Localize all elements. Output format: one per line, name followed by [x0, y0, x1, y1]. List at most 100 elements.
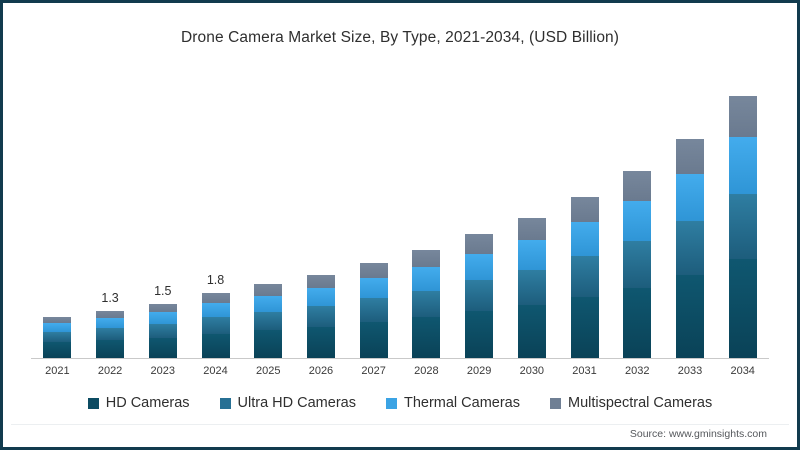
bar-segment-multispectral-cameras[interactable]	[201, 293, 230, 304]
bar-segment-ultra-hd-cameras[interactable]	[306, 305, 335, 327]
bar-segment-hd-cameras[interactable]	[517, 305, 546, 358]
stacked-bar[interactable]	[465, 234, 494, 358]
bar-segment-ultra-hd-cameras[interactable]	[201, 317, 230, 334]
bar-segment-multispectral-cameras[interactable]	[254, 284, 283, 296]
bar-segment-hd-cameras[interactable]	[96, 340, 125, 358]
bar-segment-ultra-hd-cameras[interactable]	[675, 220, 704, 276]
bar-segment-thermal-cameras[interactable]	[306, 288, 335, 306]
legend-swatch-icon	[219, 397, 231, 409]
bar-segment-ultra-hd-cameras[interactable]	[96, 328, 125, 341]
bar-group[interactable]: 1.3	[84, 73, 137, 358]
x-axis-label: 2033	[677, 365, 703, 377]
stacked-bar[interactable]	[623, 171, 652, 358]
bar-group[interactable]	[716, 73, 769, 358]
bar-segment-thermal-cameras[interactable]	[728, 137, 757, 194]
bar-segment-thermal-cameras[interactable]	[148, 312, 177, 324]
legend-item-thermal[interactable]: Thermal Cameras	[385, 395, 520, 411]
bar-group[interactable]: 1.8	[189, 73, 242, 358]
bar-segment-ultra-hd-cameras[interactable]	[465, 280, 494, 312]
bar-segment-hd-cameras[interactable]	[570, 296, 599, 358]
legend-swatch-icon	[87, 397, 99, 409]
bar-group[interactable]: 1.5	[136, 73, 189, 358]
bar-segment-hd-cameras[interactable]	[201, 333, 230, 358]
bar-segment-ultra-hd-cameras[interactable]	[623, 241, 652, 288]
stacked-bar[interactable]	[148, 304, 177, 358]
stacked-bar[interactable]	[412, 250, 441, 358]
bar-segment-thermal-cameras[interactable]	[43, 322, 72, 332]
bar-segment-ultra-hd-cameras[interactable]	[359, 298, 388, 323]
bar-group[interactable]	[242, 73, 295, 358]
bar-segment-ultra-hd-cameras[interactable]	[43, 331, 72, 343]
bar-segment-multispectral-cameras[interactable]	[43, 316, 72, 323]
stacked-bar[interactable]	[254, 284, 283, 358]
bar-segment-hd-cameras[interactable]	[412, 317, 441, 358]
stacked-bar[interactable]	[675, 139, 704, 358]
stacked-bar[interactable]	[517, 218, 546, 358]
legend-item-uhd[interactable]: Ultra HD Cameras	[219, 395, 356, 411]
source-attribution: Source: www.gminsights.com	[629, 428, 767, 440]
legend-item-hd[interactable]: HD Cameras	[87, 395, 190, 411]
bar-segment-multispectral-cameras[interactable]	[675, 139, 704, 174]
bar-segment-thermal-cameras[interactable]	[359, 277, 388, 299]
bar-group[interactable]	[347, 73, 400, 358]
bar-value-label: 1.5	[154, 284, 172, 299]
bar-segment-ultra-hd-cameras[interactable]	[517, 270, 546, 306]
stacked-bar[interactable]	[359, 262, 388, 358]
stacked-bar[interactable]	[570, 196, 599, 358]
bar-segment-hd-cameras[interactable]	[254, 330, 283, 358]
bar-segment-thermal-cameras[interactable]	[465, 253, 494, 281]
x-axis-label: 2024	[203, 365, 228, 377]
bar-segment-hd-cameras[interactable]	[728, 259, 757, 358]
bar-segment-thermal-cameras[interactable]	[412, 267, 441, 291]
legend-swatch-icon	[550, 397, 561, 409]
bar-segment-hd-cameras[interactable]	[623, 287, 652, 358]
bar-group[interactable]	[295, 73, 348, 358]
bar-group[interactable]	[664, 73, 717, 358]
bar-group[interactable]	[611, 73, 664, 358]
bar-segment-thermal-cameras[interactable]	[570, 221, 599, 257]
bar-segment-thermal-cameras[interactable]	[96, 318, 125, 329]
stacked-bar[interactable]	[96, 311, 125, 358]
bar-segment-multispectral-cameras[interactable]	[359, 262, 388, 278]
bar-segment-thermal-cameras[interactable]	[517, 239, 546, 271]
bar-segment-hd-cameras[interactable]	[675, 275, 704, 358]
bar-segment-thermal-cameras[interactable]	[201, 303, 230, 318]
bar-segment-multispectral-cameras[interactable]	[412, 250, 441, 268]
stacked-bar[interactable]	[43, 316, 72, 358]
chart-legend: HD Cameras Ultra HD Cameras Thermal Camera…	[3, 395, 797, 411]
bar-segment-multispectral-cameras[interactable]	[570, 196, 599, 222]
bar-segment-thermal-cameras[interactable]	[623, 200, 652, 241]
bar-group[interactable]	[400, 73, 453, 358]
bar-segment-ultra-hd-cameras[interactable]	[148, 323, 177, 338]
x-axis-label: 2026	[308, 365, 334, 377]
bar-segment-multispectral-cameras[interactable]	[148, 304, 177, 313]
bar-series-group: 1.3 1.5 1.8	[31, 73, 769, 358]
bar-segment-multispectral-cameras[interactable]	[465, 234, 494, 254]
bar-group[interactable]	[505, 73, 558, 358]
bar-segment-ultra-hd-cameras[interactable]	[254, 311, 283, 331]
bar-group[interactable]	[31, 73, 84, 358]
bar-segment-thermal-cameras[interactable]	[254, 295, 283, 312]
bar-segment-thermal-cameras[interactable]	[675, 173, 704, 221]
bar-group[interactable]	[453, 73, 506, 358]
bar-segment-hd-cameras[interactable]	[43, 342, 72, 358]
bar-segment-multispectral-cameras[interactable]	[96, 311, 125, 319]
bar-segment-hd-cameras[interactable]	[465, 311, 494, 358]
x-axis-label: 2031	[572, 365, 597, 377]
bar-segment-multispectral-cameras[interactable]	[728, 96, 757, 138]
bar-segment-ultra-hd-cameras[interactable]	[570, 256, 599, 297]
bar-segment-hd-cameras[interactable]	[359, 322, 388, 358]
legend-swatch-icon	[385, 397, 397, 409]
stacked-bar[interactable]	[306, 275, 335, 358]
bar-segment-multispectral-cameras[interactable]	[306, 275, 335, 289]
bar-segment-multispectral-cameras[interactable]	[623, 171, 652, 201]
stacked-bar[interactable]	[728, 96, 757, 358]
bar-segment-ultra-hd-cameras[interactable]	[412, 290, 441, 318]
bar-group[interactable]	[558, 73, 611, 358]
stacked-bar[interactable]	[201, 293, 230, 358]
bar-segment-multispectral-cameras[interactable]	[517, 218, 546, 240]
bar-segment-hd-cameras[interactable]	[306, 326, 335, 358]
bar-segment-ultra-hd-cameras[interactable]	[728, 193, 757, 260]
bar-segment-hd-cameras[interactable]	[148, 337, 177, 358]
legend-item-multispectral[interactable]: Multispectral Cameras	[550, 395, 712, 411]
